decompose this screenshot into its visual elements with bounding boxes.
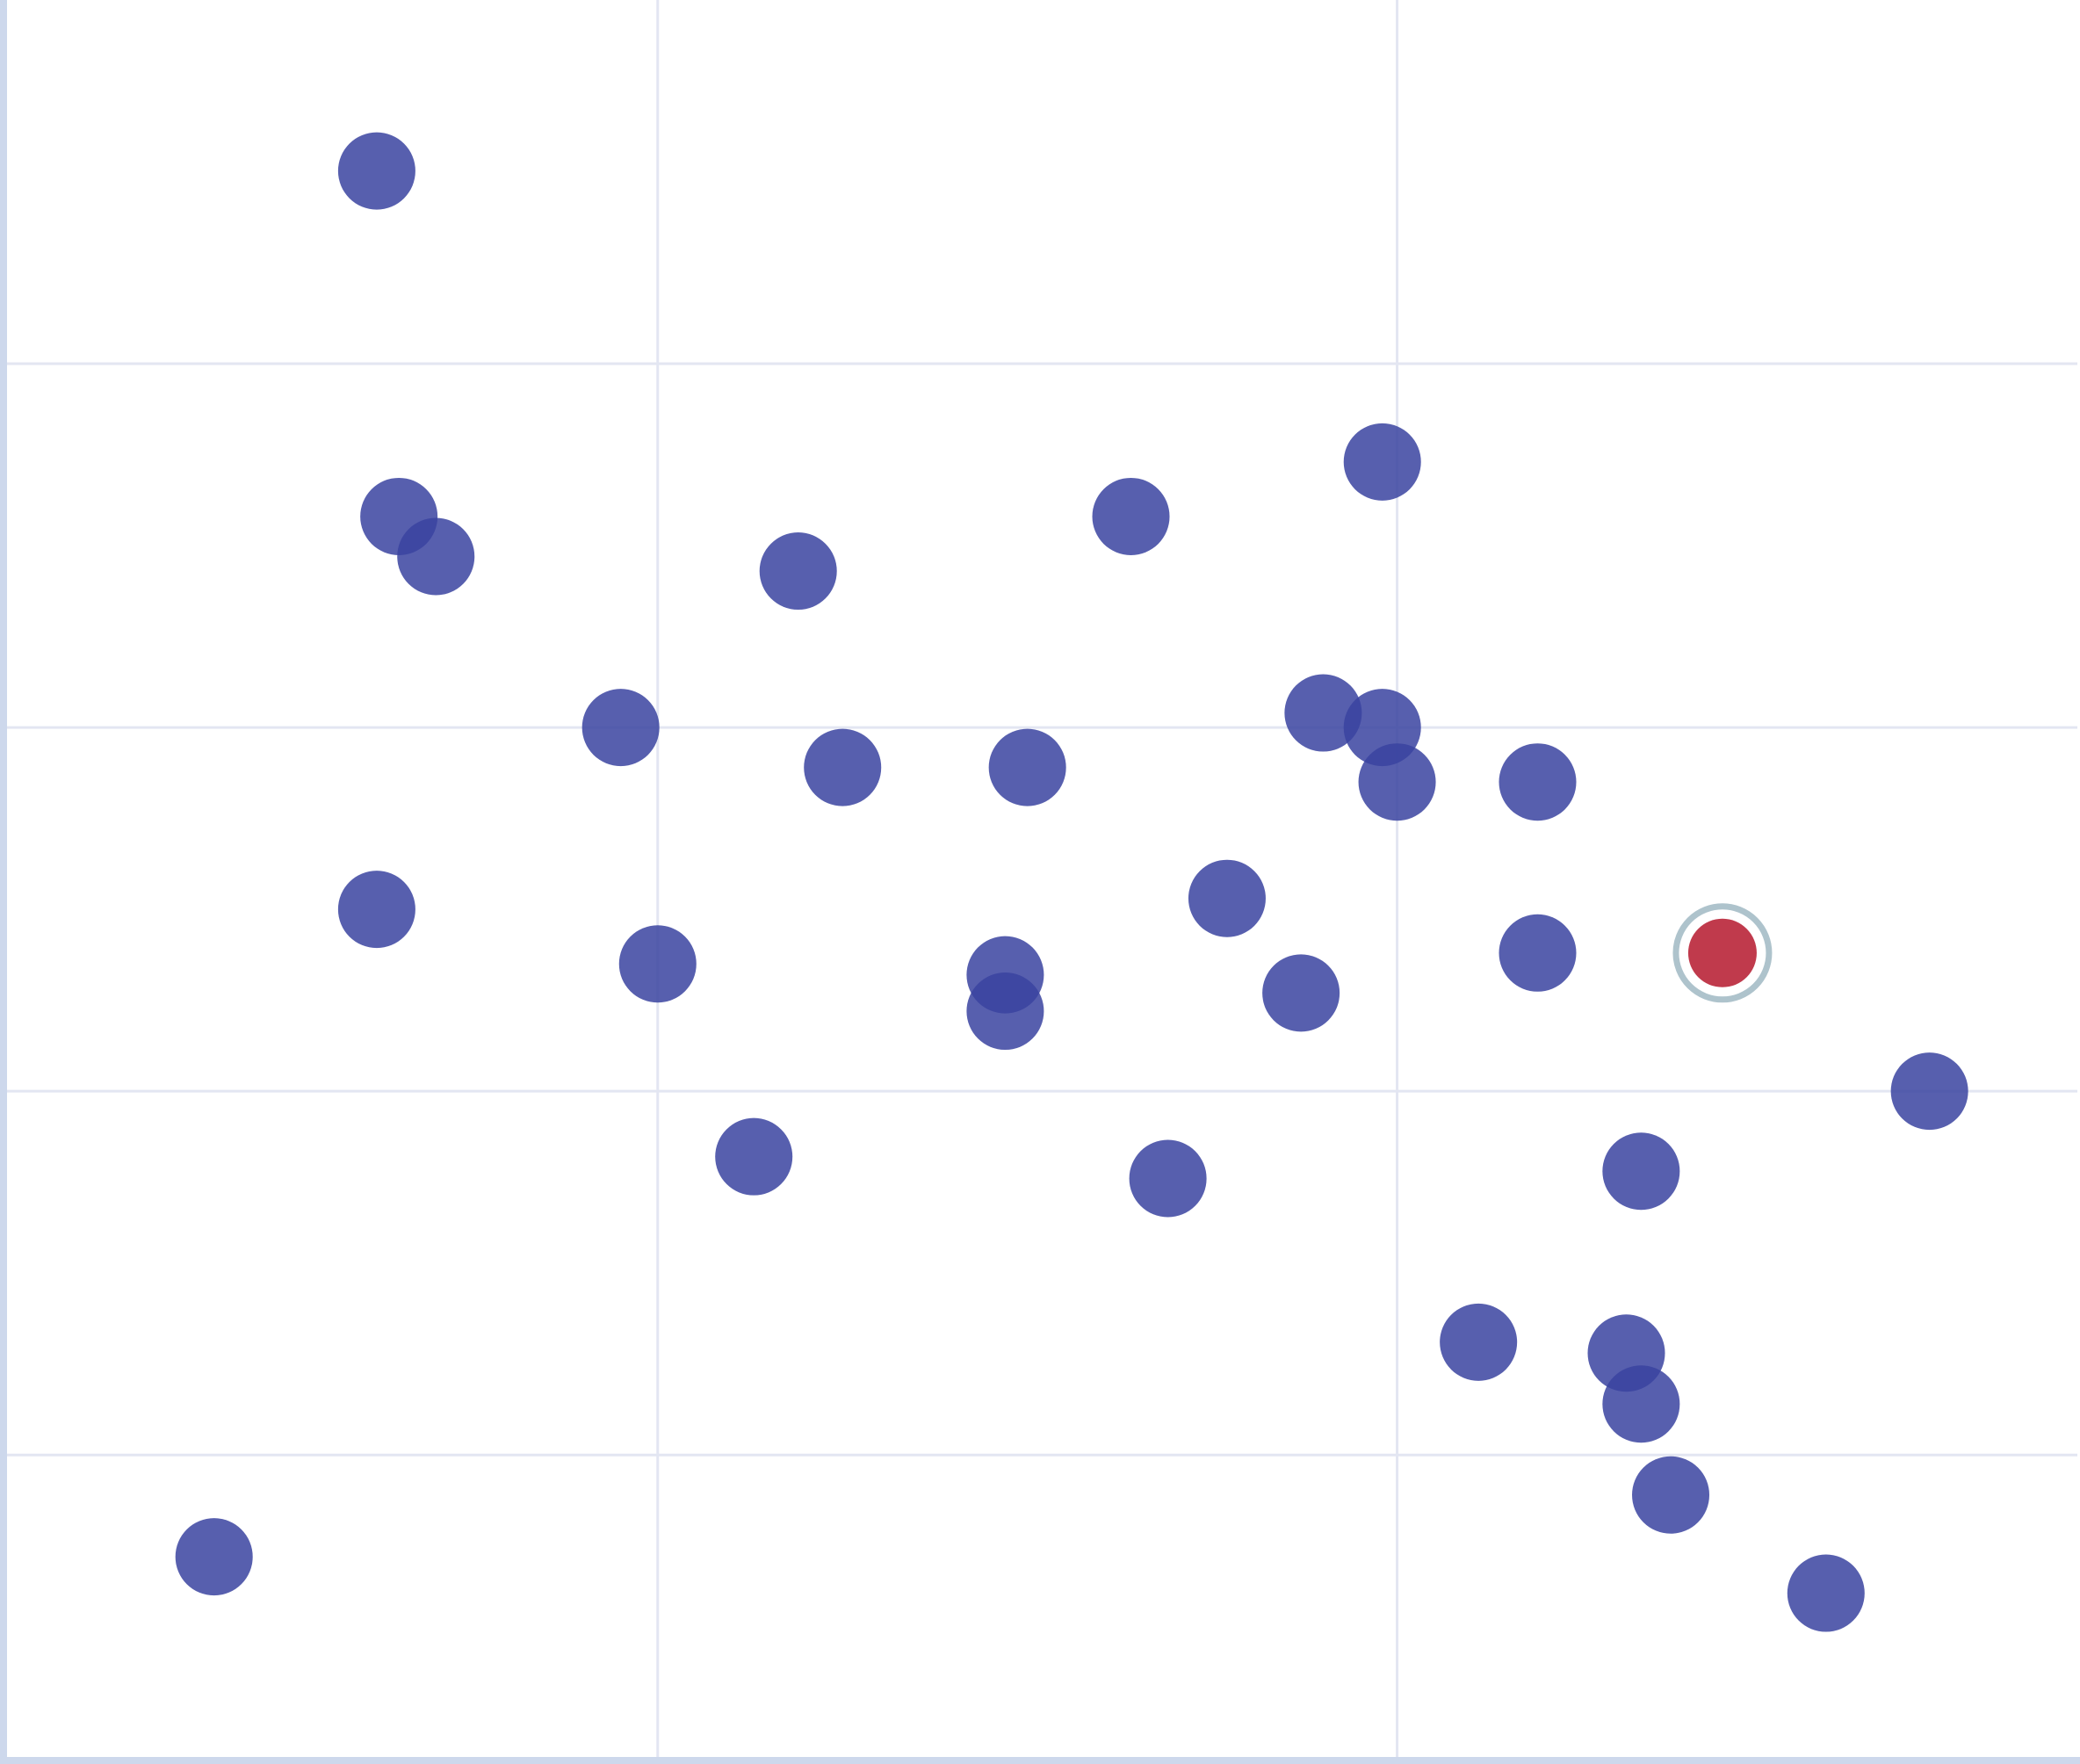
data-point <box>966 972 1044 1051</box>
data-point <box>759 532 837 611</box>
data-point <box>1358 743 1436 821</box>
data-point <box>804 728 882 806</box>
data-point <box>1343 423 1421 501</box>
data-point <box>1890 1052 1968 1131</box>
data-point <box>988 728 1066 806</box>
data-point <box>397 517 475 596</box>
data-point <box>1129 1139 1207 1218</box>
data-point <box>1632 1456 1710 1534</box>
data-point <box>1499 743 1577 821</box>
data-point <box>1440 1303 1518 1381</box>
highlighted-point <box>1687 918 1757 987</box>
data-point <box>581 689 660 767</box>
data-point <box>175 1518 253 1596</box>
data-point <box>337 132 415 210</box>
data-point <box>1284 674 1362 752</box>
data-point <box>1188 859 1266 937</box>
data-point <box>1499 914 1577 992</box>
data-point <box>1787 1554 1865 1632</box>
data-point <box>1602 1365 1680 1443</box>
data-point <box>1092 477 1170 555</box>
data-point <box>618 925 697 1003</box>
data-point <box>1262 954 1340 1032</box>
data-points <box>175 132 1968 1632</box>
data-point <box>1602 1132 1680 1211</box>
data-point <box>715 1117 793 1196</box>
data-point <box>337 871 415 949</box>
gridlines <box>7 0 2077 1760</box>
